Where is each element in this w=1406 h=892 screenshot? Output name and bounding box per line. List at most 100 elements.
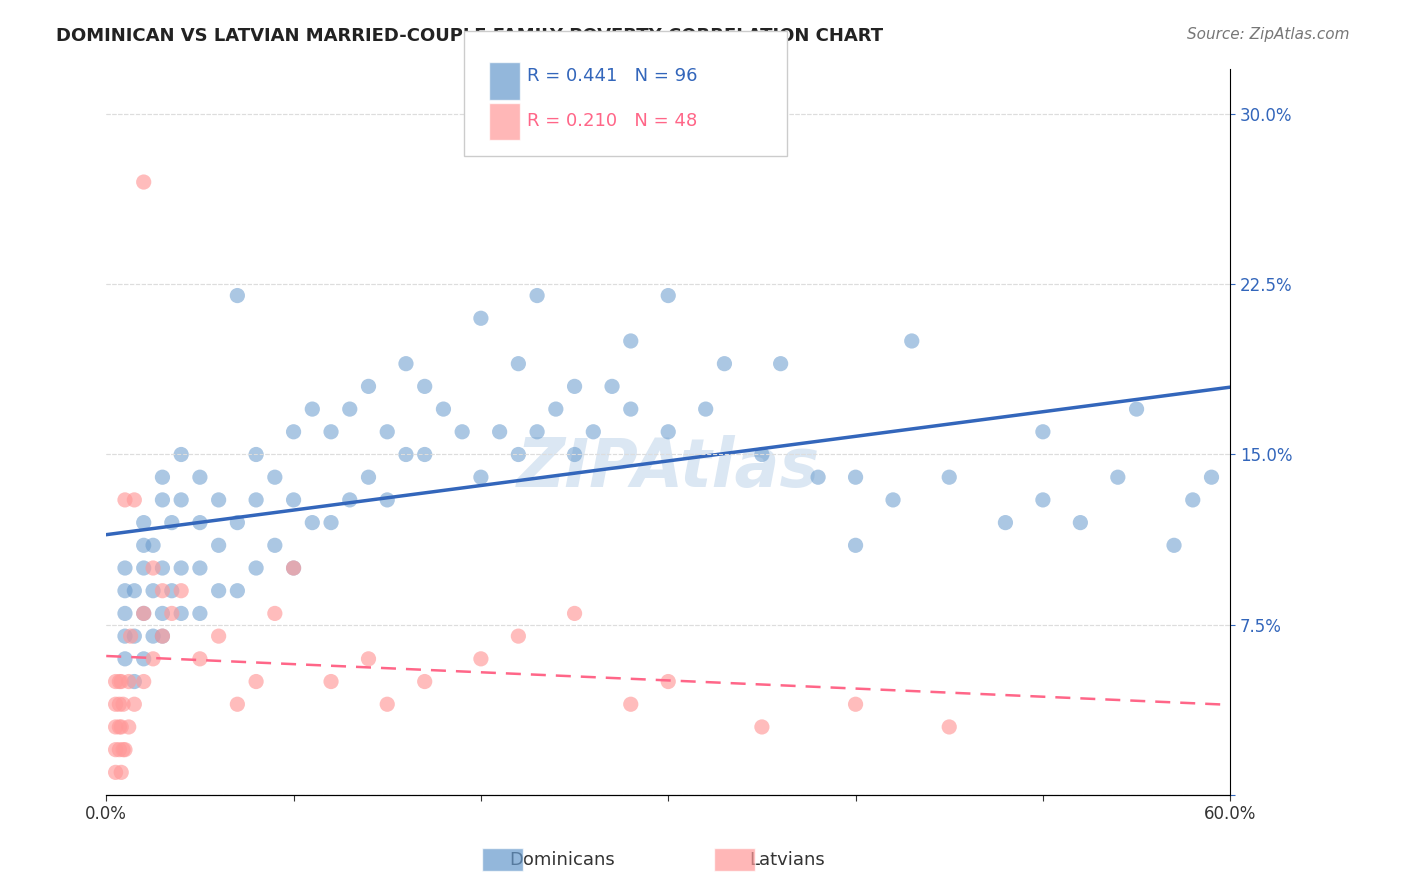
Point — [226, 583, 249, 598]
Point — [807, 470, 830, 484]
Point — [142, 561, 165, 575]
Point — [357, 379, 380, 393]
Point — [170, 492, 193, 507]
Point — [170, 583, 193, 598]
Point — [994, 516, 1017, 530]
Point — [114, 583, 136, 598]
Point — [108, 698, 131, 712]
Point — [544, 402, 567, 417]
Point — [470, 311, 492, 326]
Point — [375, 492, 398, 507]
Point — [188, 561, 211, 575]
Point — [142, 583, 165, 598]
Point — [152, 561, 174, 575]
Point — [245, 674, 267, 689]
Point — [188, 516, 211, 530]
Point — [1032, 492, 1054, 507]
Point — [124, 583, 146, 598]
Point — [882, 492, 904, 507]
Point — [375, 425, 398, 439]
Point — [508, 448, 530, 462]
Point — [620, 334, 643, 348]
Point — [114, 629, 136, 643]
Point — [104, 720, 127, 734]
Point — [114, 607, 136, 621]
Point — [110, 674, 132, 689]
Point — [226, 516, 249, 530]
Point — [152, 583, 174, 598]
Point — [301, 402, 323, 417]
Point — [132, 538, 155, 552]
Point — [564, 379, 586, 393]
Point — [108, 674, 131, 689]
Point — [112, 742, 135, 756]
Point — [170, 607, 193, 621]
Point — [245, 492, 267, 507]
Point — [160, 516, 183, 530]
Point — [357, 652, 380, 666]
Point — [526, 288, 548, 302]
Point — [112, 698, 135, 712]
Text: Dominicans: Dominicans — [509, 851, 616, 869]
Point — [132, 652, 155, 666]
Point — [110, 765, 132, 780]
Point — [620, 402, 643, 417]
Point — [114, 561, 136, 575]
Point — [104, 742, 127, 756]
Point — [124, 698, 146, 712]
Point — [845, 698, 868, 712]
Point — [245, 448, 267, 462]
Point — [104, 765, 127, 780]
Point — [132, 175, 155, 189]
Point — [160, 583, 183, 598]
Point — [208, 583, 231, 598]
Point — [1107, 470, 1129, 484]
Point — [357, 470, 380, 484]
Point — [208, 492, 231, 507]
Point — [657, 288, 679, 302]
Text: Source: ZipAtlas.com: Source: ZipAtlas.com — [1187, 27, 1350, 42]
Point — [1032, 425, 1054, 439]
Point — [124, 674, 146, 689]
Point — [845, 538, 868, 552]
Point — [508, 357, 530, 371]
Point — [118, 674, 141, 689]
Point — [142, 538, 165, 552]
Point — [938, 470, 960, 484]
Point — [104, 698, 127, 712]
Point — [432, 402, 454, 417]
Point — [170, 561, 193, 575]
Point — [1069, 516, 1091, 530]
Point — [283, 492, 305, 507]
Point — [108, 720, 131, 734]
Point — [620, 698, 643, 712]
Point — [488, 425, 510, 439]
Point — [1181, 492, 1204, 507]
Point — [142, 652, 165, 666]
Point — [114, 742, 136, 756]
Point — [413, 674, 436, 689]
Point — [319, 516, 342, 530]
Point — [245, 561, 267, 575]
Point — [110, 720, 132, 734]
Point — [132, 607, 155, 621]
Point — [132, 516, 155, 530]
Point — [152, 492, 174, 507]
Point — [132, 607, 155, 621]
Point — [564, 607, 586, 621]
Point — [375, 698, 398, 712]
Point — [142, 629, 165, 643]
Point — [395, 357, 418, 371]
Point — [339, 492, 361, 507]
Point — [900, 334, 922, 348]
Point — [339, 402, 361, 417]
Point — [152, 470, 174, 484]
Point — [118, 720, 141, 734]
Text: R = 0.441   N = 96: R = 0.441 N = 96 — [527, 67, 697, 85]
Point — [395, 448, 418, 462]
Point — [170, 448, 193, 462]
Text: Latvians: Latvians — [749, 851, 825, 869]
Point — [208, 629, 231, 643]
Point — [319, 425, 342, 439]
Point — [751, 720, 773, 734]
